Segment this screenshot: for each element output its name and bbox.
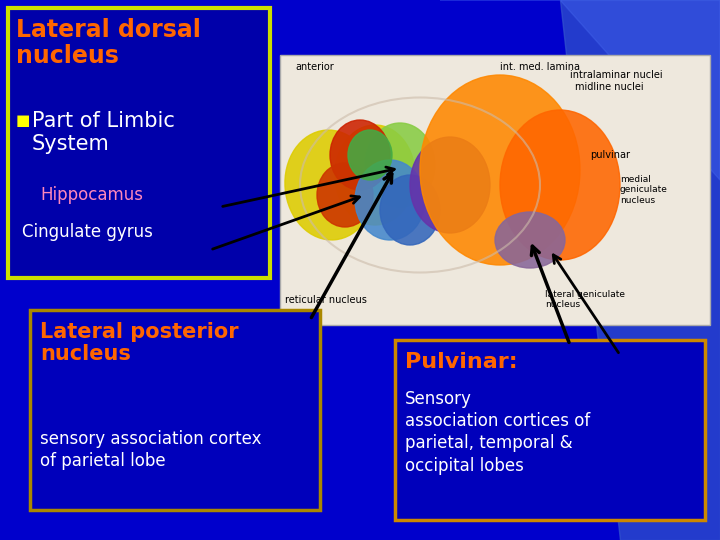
Ellipse shape: [365, 123, 435, 207]
Ellipse shape: [285, 130, 375, 240]
Text: intralaminar nuclei: intralaminar nuclei: [570, 70, 662, 80]
Text: sensory association cortex
of parietal lobe: sensory association cortex of parietal l…: [40, 430, 261, 470]
Text: reticular nucleus: reticular nucleus: [285, 295, 367, 305]
Text: anterior: anterior: [295, 62, 334, 72]
Text: Hippocamus: Hippocamus: [40, 186, 143, 204]
Ellipse shape: [355, 160, 425, 240]
Ellipse shape: [317, 163, 373, 227]
Text: medial
geniculate
nucleus: medial geniculate nucleus: [620, 175, 668, 205]
Ellipse shape: [410, 137, 490, 233]
Text: ■: ■: [16, 113, 30, 128]
Ellipse shape: [495, 212, 565, 268]
Ellipse shape: [380, 175, 440, 245]
Ellipse shape: [330, 120, 390, 190]
Ellipse shape: [420, 75, 580, 265]
Text: Lateral posterior
nucleus: Lateral posterior nucleus: [40, 322, 238, 364]
Text: Pulvinar:: Pulvinar:: [405, 352, 518, 372]
Text: int. med. lamina: int. med. lamina: [500, 62, 580, 72]
Text: Cingulate gyrus: Cingulate gyrus: [22, 223, 153, 241]
Text: Sensory
association cortices of
parietal, temporal &
occipital lobes: Sensory association cortices of parietal…: [405, 390, 590, 475]
Text: Lateral dorsal
nucleus: Lateral dorsal nucleus: [16, 18, 201, 68]
Text: lateral geniculate
nucleus: lateral geniculate nucleus: [545, 290, 625, 309]
FancyBboxPatch shape: [395, 340, 705, 520]
Text: pulvinar: pulvinar: [590, 150, 630, 160]
Polygon shape: [560, 0, 720, 540]
FancyBboxPatch shape: [280, 55, 710, 325]
Polygon shape: [440, 0, 720, 180]
Ellipse shape: [348, 130, 392, 180]
FancyBboxPatch shape: [8, 8, 270, 278]
Text: midline nuclei: midline nuclei: [575, 82, 644, 92]
Text: Part of Limbic
System: Part of Limbic System: [32, 111, 175, 154]
FancyBboxPatch shape: [30, 310, 320, 510]
Ellipse shape: [500, 110, 620, 260]
Ellipse shape: [335, 125, 415, 225]
